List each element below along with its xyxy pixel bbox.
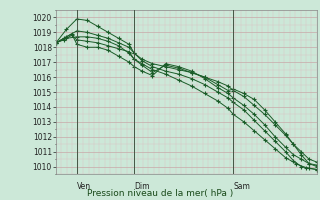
Text: Ven: Ven xyxy=(77,182,91,191)
Text: Sam: Sam xyxy=(233,182,250,191)
Text: Dim: Dim xyxy=(134,182,150,191)
Text: Pression niveau de la mer( hPa ): Pression niveau de la mer( hPa ) xyxy=(87,189,233,198)
